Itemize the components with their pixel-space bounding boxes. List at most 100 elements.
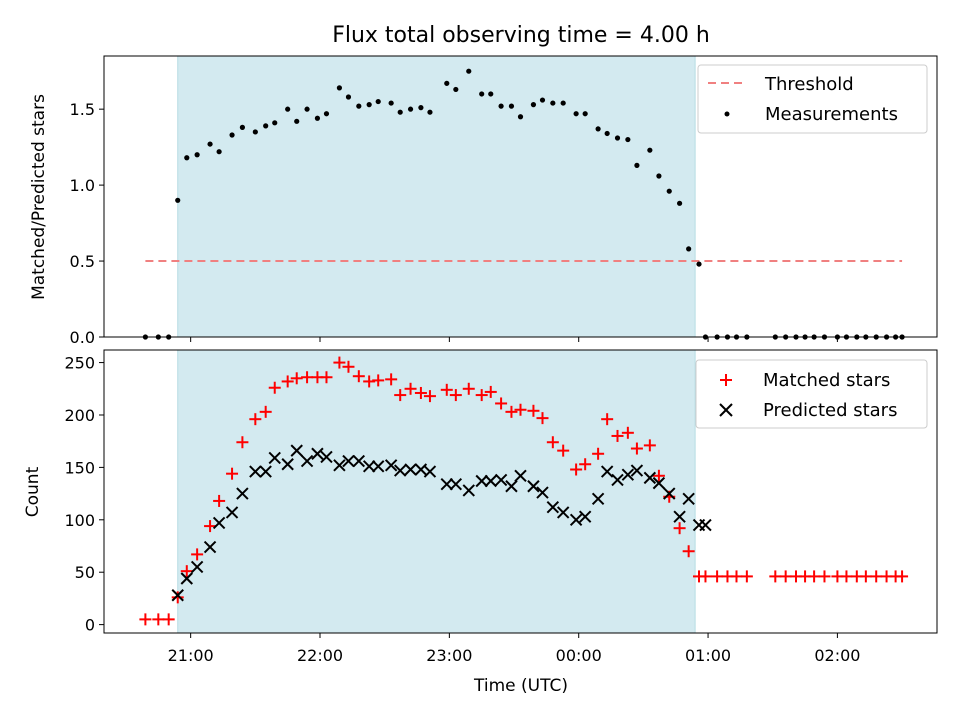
measurement-point (508, 103, 515, 109)
predicted-star-marker (225, 506, 239, 519)
matched-star-marker (652, 469, 665, 482)
observing-window-top (177, 56, 696, 337)
predicted-star-marker (556, 506, 570, 519)
ratio-legend: Threshold Measurements (697, 64, 928, 134)
predicted-marker-stroke-b (578, 510, 592, 523)
predicted-marker-stroke-b (449, 477, 463, 491)
measurement-point (239, 124, 246, 130)
predicted-star-marker (393, 464, 407, 477)
observing-window-band (177, 56, 696, 337)
count-panel: 0 50 100 150 200 250 21:00 22:00 23:00 00:00 01:00… (23, 349, 938, 696)
measurement-point (560, 100, 566, 106)
predicted-legend-label: Predicted stars (763, 400, 897, 421)
measurement-point (366, 102, 372, 108)
predicted-marker-stroke-b (423, 465, 437, 478)
predicted-marker-stroke-b (342, 454, 355, 468)
matched-star-marker (536, 412, 549, 425)
matched-star-marker (385, 373, 398, 386)
measurement-point (175, 197, 181, 203)
predicted-marker-stroke-b (268, 451, 281, 465)
matched-star-marker (808, 570, 821, 583)
ratio-axes: 0.0 0.5 1.0 1.5 (70, 55, 938, 347)
matched-star-marker (152, 613, 165, 626)
measurement-point (647, 147, 653, 153)
predicted-marker-stroke-b (414, 463, 428, 476)
x-tick-label: 00:00 (556, 646, 602, 665)
predicted-marker-stroke-b (682, 492, 695, 506)
predicted-star-marker (404, 463, 417, 476)
count-y-axis-label: Count (23, 466, 43, 517)
measurement-point (604, 130, 610, 137)
measurement-point (272, 120, 278, 126)
predicted-star-marker (663, 487, 676, 500)
measurement-point (517, 114, 524, 120)
ratio-legend-box (697, 64, 928, 134)
predicted-star-marker (505, 480, 518, 493)
predicted-star-marker (290, 444, 303, 457)
measurement-point (323, 111, 330, 117)
measurement-point (550, 100, 556, 106)
measurement-point (285, 106, 291, 112)
matched-star-marker (440, 383, 453, 396)
matched-star-marker (601, 413, 614, 426)
measurement-point (336, 85, 343, 91)
matched-star-marker (191, 548, 204, 561)
matched-star-marker (462, 382, 475, 395)
predicted-stars-points (171, 444, 712, 602)
matched-star-marker (769, 570, 782, 583)
matched-star-marker (592, 447, 605, 460)
predicted-star-marker (484, 474, 497, 488)
measurement-point (229, 132, 235, 138)
matched-star-marker (673, 522, 686, 535)
matched-star-marker (484, 385, 497, 398)
matched-star-marker (352, 370, 365, 383)
predicted-marker-stroke-b (190, 560, 204, 574)
predicted-marker-stroke-b (475, 474, 488, 488)
predicted-star-marker (171, 589, 184, 602)
measurement-point (194, 152, 200, 158)
predicted-marker-stroke-b (212, 516, 226, 530)
predicted-marker-stroke-b (600, 465, 614, 478)
predicted-star-marker (578, 510, 592, 523)
predicted-marker-stroke-b (546, 501, 560, 514)
y-tick-label: 0 (85, 616, 95, 635)
measurement-point (686, 246, 692, 252)
matched-star-marker (301, 371, 314, 384)
matched-star-marker (779, 570, 792, 583)
measurement-point (625, 136, 631, 143)
measurement-point (207, 141, 213, 147)
predicted-star-marker (352, 454, 366, 468)
matched-star-marker (840, 570, 853, 583)
matched-star-marker (249, 413, 262, 426)
predicted-star-marker (682, 492, 695, 506)
matched-star-marker (372, 374, 385, 387)
measurement-point (488, 91, 494, 97)
predicted-star-marker (281, 458, 294, 471)
matched-legend-label: Matched stars (763, 370, 890, 391)
predicted-star-marker (462, 484, 475, 497)
predicted-star-marker (203, 540, 217, 554)
predicted-star-marker (699, 518, 712, 532)
predicted-star-marker (333, 459, 346, 472)
predicted-star-marker (621, 468, 635, 481)
matched-star-marker (579, 458, 592, 471)
predicted-legend-swatch (719, 403, 733, 417)
count-axes: 0 50 100 150 200 250 21:00 22:00 23:00 00:00 01:00… (64, 349, 938, 665)
matched-star-marker (546, 436, 559, 449)
predicted-marker-stroke-b (404, 463, 417, 476)
measurement-point (294, 118, 300, 124)
predicted-star-marker (236, 487, 249, 500)
measurement-point (388, 100, 394, 106)
matched-star-marker (514, 403, 527, 416)
predicted-star-marker (180, 572, 193, 585)
matched-star-marker (213, 494, 226, 507)
measurement-point (656, 173, 662, 179)
predicted-marker-stroke-b (320, 450, 333, 464)
matched-star-marker (281, 375, 294, 388)
matched-star-marker (414, 386, 427, 399)
matched-star-marker (896, 570, 909, 583)
matched-star-marker (404, 382, 417, 395)
matched-star-marker (290, 372, 303, 385)
measurement-point (595, 126, 601, 132)
